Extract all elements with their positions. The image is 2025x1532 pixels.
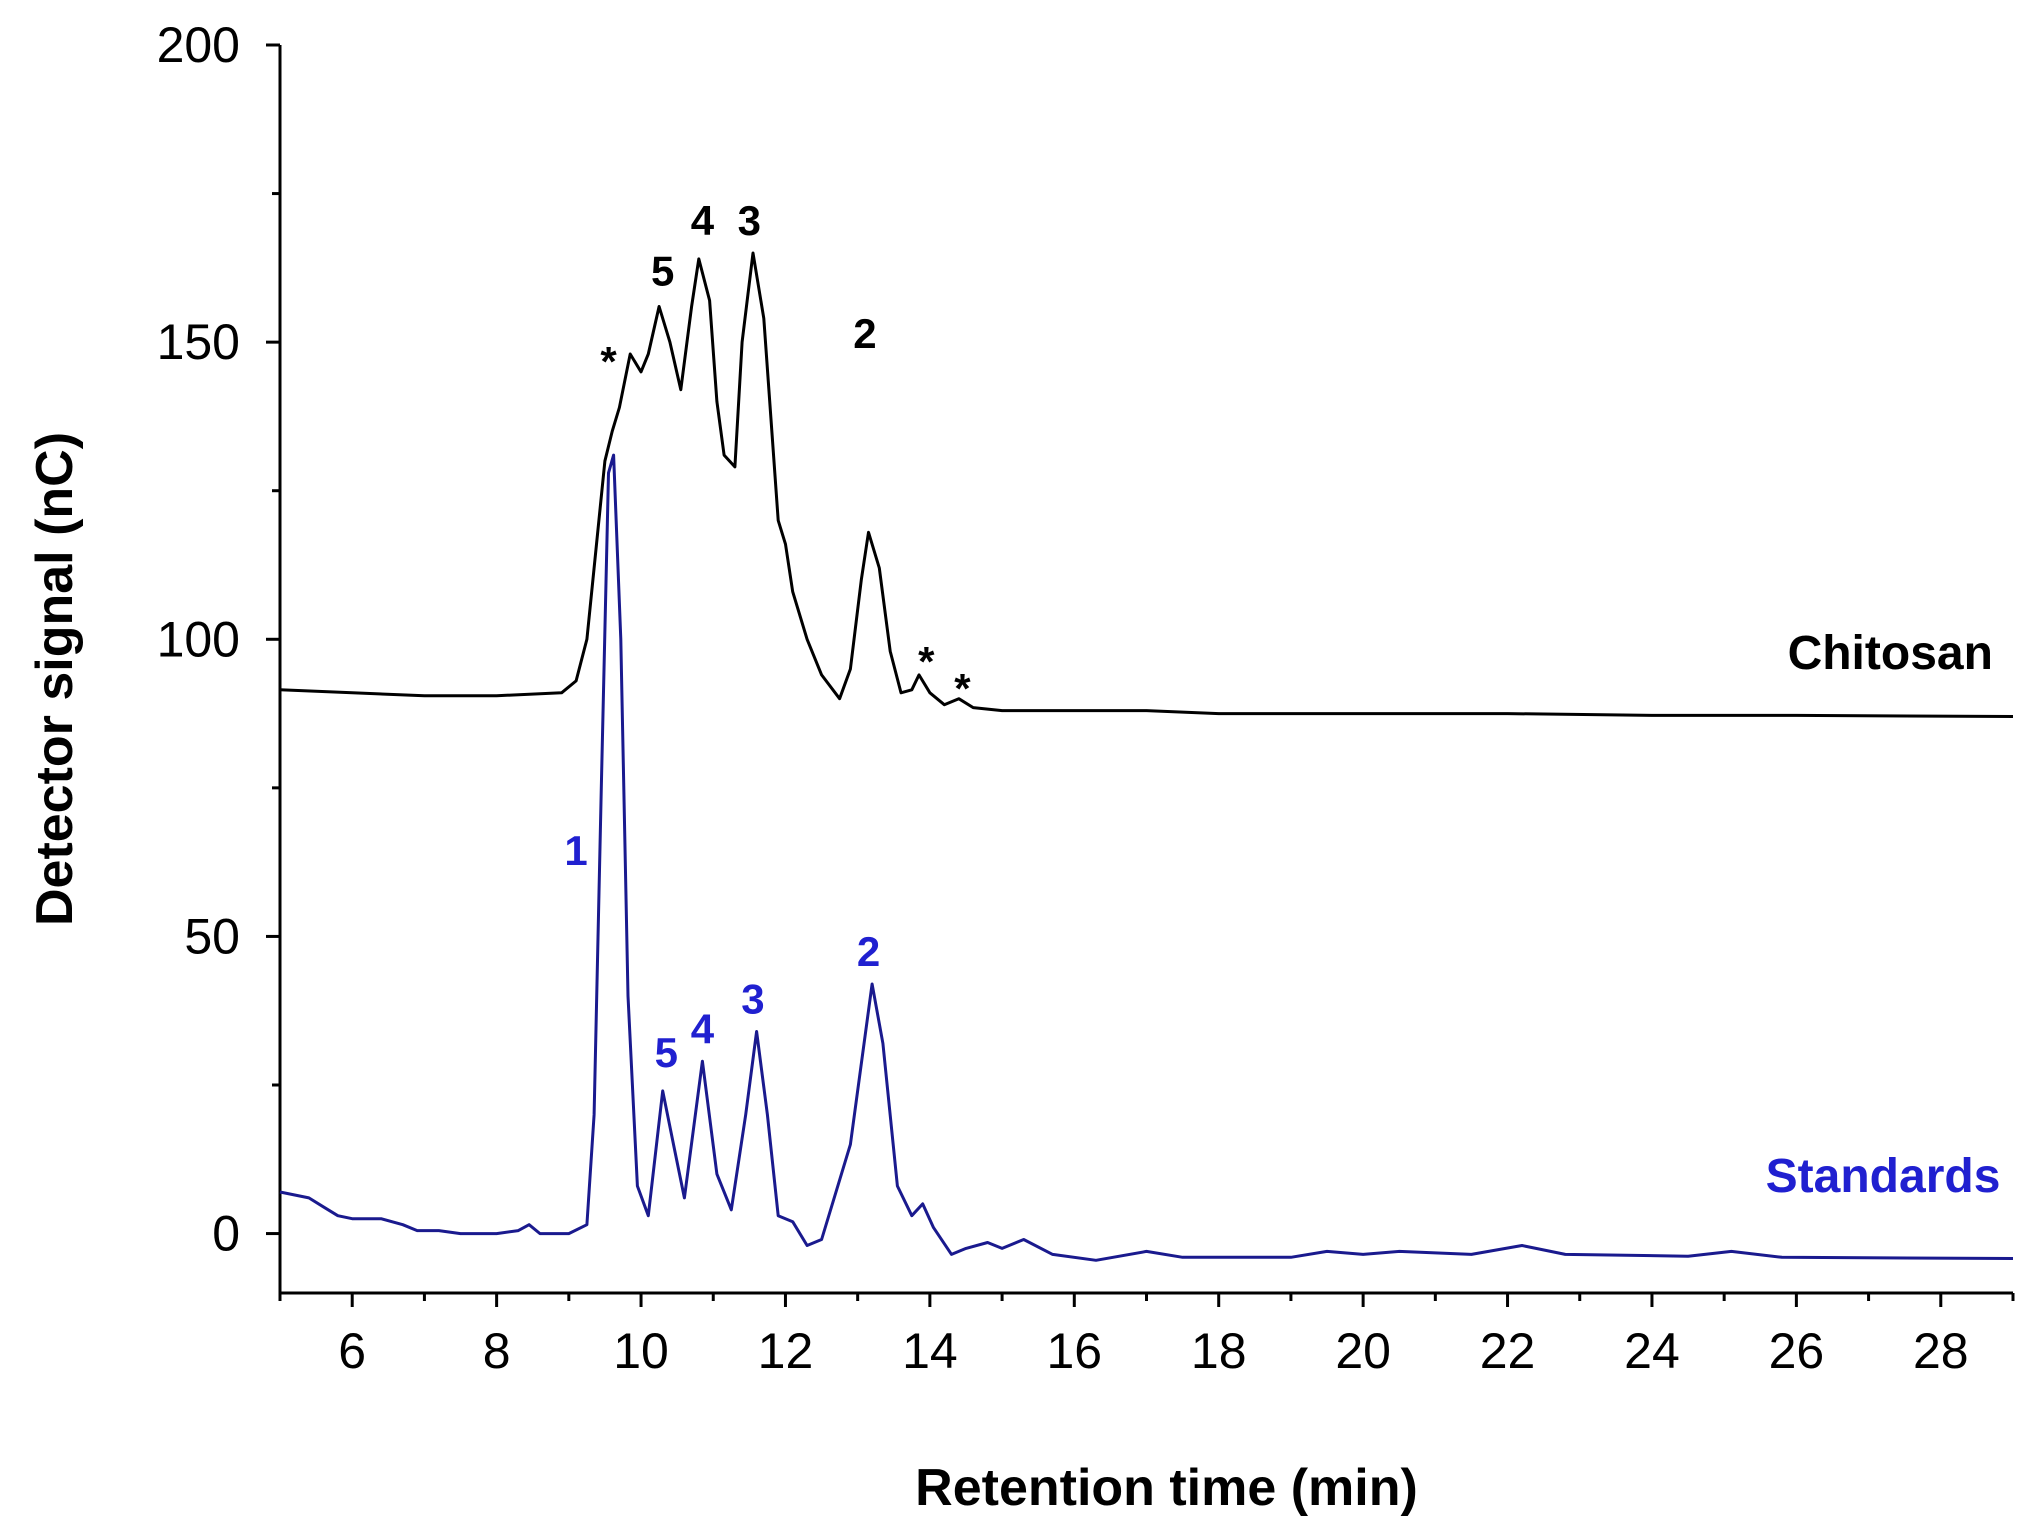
x-tick-label: 18 (1191, 1323, 1247, 1379)
series-layer: Chitosan Standards (279, 251, 2014, 1262)
series-line-chitosan (279, 251, 2014, 718)
x-tick-label: 24 (1624, 1323, 1680, 1379)
peak-annotation: * (600, 338, 617, 385)
peak-annotation: 4 (691, 1005, 715, 1052)
y-axis-title: Detector signal (nC) (26, 432, 84, 926)
x-tick-label: 20 (1335, 1323, 1391, 1379)
x-tick-label: 22 (1480, 1323, 1536, 1379)
x-tick-label: 12 (758, 1323, 814, 1379)
y-tick-label: 100 (157, 611, 240, 667)
peak-annotation: 5 (651, 248, 674, 295)
x-tick-label: 26 (1769, 1323, 1825, 1379)
peak-annotation: * (918, 638, 935, 685)
x-axis-title: Retention time (min) (915, 1459, 1418, 1517)
peak-annotation: 3 (741, 976, 764, 1023)
y-tick-label: 50 (184, 908, 240, 964)
series-label-standards: Standards (1766, 1150, 2001, 1203)
series-line-standards (279, 453, 2014, 1262)
x-tick-label: 14 (902, 1323, 958, 1379)
y-tick-label: 200 (157, 17, 240, 73)
series-label-chitosan: Chitosan (1788, 627, 1993, 680)
y-tick-label: 0 (212, 1206, 240, 1262)
x-tick-label: 10 (613, 1323, 669, 1379)
y-tick-label: 150 (157, 314, 240, 370)
peak-annotation: 2 (857, 928, 880, 975)
peak-annotation: 1 (564, 827, 587, 874)
peak-annotation: 5 (655, 1029, 678, 1076)
x-tick-label: 8 (483, 1323, 511, 1379)
x-tick-label: 28 (1913, 1323, 1969, 1379)
peak-annotation: 3 (738, 197, 761, 244)
peak-annotation: 2 (853, 310, 876, 357)
x-tick-label: 16 (1046, 1323, 1102, 1379)
peak-annotation: * (954, 665, 971, 712)
peak-annotation: 4 (691, 197, 715, 244)
x-tick-label: 6 (338, 1323, 366, 1379)
